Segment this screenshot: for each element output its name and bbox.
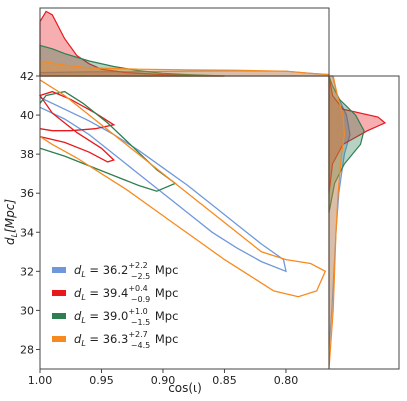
y-axis-label-rest: [Mpc] bbox=[3, 199, 17, 233]
y-tick-label: 32 bbox=[20, 265, 34, 278]
y-tick-label: 38 bbox=[20, 148, 34, 161]
y-axis-label: dL[Mpc] bbox=[3, 199, 19, 245]
contour-orange bbox=[39, 79, 327, 298]
y-axis-label-main: d bbox=[3, 237, 17, 245]
y-tick-label: 36 bbox=[20, 187, 34, 200]
legend-entry-green: dL = 39.0+1.0 −1.5 Mpc bbox=[74, 307, 178, 327]
right-marginal-orange bbox=[328, 75, 346, 370]
y-tick-label: 42 bbox=[20, 70, 34, 83]
y-tick-label: 34 bbox=[20, 226, 34, 239]
main-frame bbox=[39, 75, 330, 370]
top-marginal-green bbox=[39, 44, 225, 77]
x-tick-label: 0.95 bbox=[89, 374, 114, 387]
legend-swatch-red bbox=[52, 290, 66, 296]
right-marginal-panel bbox=[328, 75, 400, 370]
y-tick-label: 28 bbox=[20, 343, 34, 356]
legend-swatch-orange bbox=[52, 336, 66, 342]
y-tick-label: 40 bbox=[20, 109, 34, 122]
y-axis-label-sub: L bbox=[10, 233, 19, 237]
legend-entry-blue: dL = 36.2+2.2 −2.5 Mpc bbox=[74, 261, 178, 281]
legend: dL = 36.2+2.2 −2.5 Mpc dL = 39.4+0.4 −0.9 M… bbox=[52, 261, 178, 350]
right-marginal-red bbox=[328, 75, 387, 194]
legend-swatch-green bbox=[52, 313, 66, 319]
x-tick-label: 0.80 bbox=[274, 374, 299, 387]
main-panel: 1.00 0.95 0.90 0.85 0.80 28 30 32 34 36 38 40 42 bbox=[20, 70, 330, 387]
x-tick-label: 0.90 bbox=[151, 374, 176, 387]
contour-blue bbox=[39, 96, 287, 273]
x-tick-label: 0.85 bbox=[212, 374, 237, 387]
top-marginal-panel bbox=[39, 7, 330, 77]
y-tick-label: 30 bbox=[20, 304, 34, 317]
legend-entry-orange: dL = 36.3+2.7 −4.5 Mpc bbox=[74, 330, 178, 350]
legend-entry-red: dL = 39.4+0.4 −0.9 Mpc bbox=[74, 284, 178, 304]
legend-swatch-blue bbox=[52, 267, 66, 273]
x-tick-label: 1.00 bbox=[28, 374, 53, 387]
x-axis-label: cos(ι) bbox=[168, 381, 202, 395]
